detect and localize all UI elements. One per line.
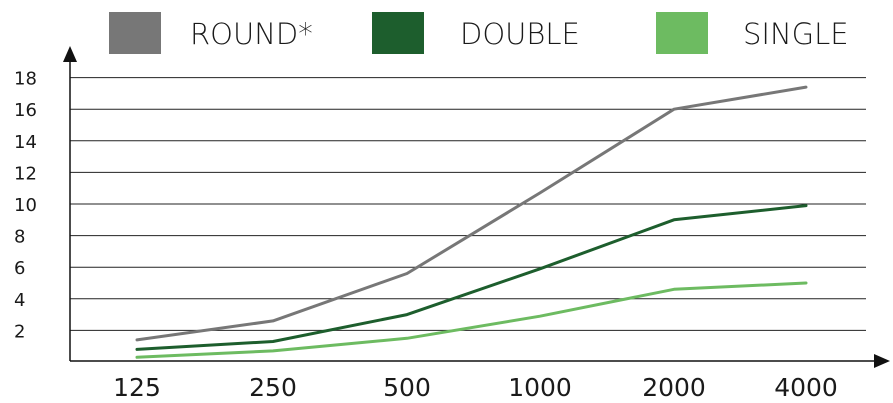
legend-swatch-single (656, 12, 708, 54)
series-line-single (135, 281, 808, 359)
x-tick-label-2000: 2000 (642, 373, 706, 402)
series-lines (135, 85, 808, 359)
x-tick-labels: 125 250 500 1000 2000 4000 (113, 373, 838, 402)
legend: ROUND* DOUBLE SINGLE (109, 12, 849, 54)
y-axis-arrow (63, 46, 77, 62)
legend-label-double: DOUBLE (460, 17, 580, 51)
grid-lines (70, 77, 866, 331)
legend-label-single: SINGLE (743, 17, 849, 51)
series-line-double (135, 204, 808, 351)
y-tick-label-4: 4 (14, 290, 25, 311)
y-tick-label-12: 12 (14, 163, 37, 184)
series-line-round (135, 85, 808, 342)
x-tick-label-1000: 1000 (508, 373, 572, 402)
y-tick-label-16: 16 (14, 100, 37, 121)
x-tick-label-125: 125 (113, 373, 161, 402)
y-tick-label-2: 2 (14, 321, 25, 342)
legend-swatch-double (372, 12, 424, 54)
y-tick-label-14: 14 (14, 132, 37, 153)
y-tick-label-10: 10 (14, 195, 37, 216)
axes (63, 46, 890, 368)
y-tick-labels: 2 4 6 8 10 12 14 16 18 (14, 69, 37, 343)
y-tick-label-8: 8 (14, 227, 25, 248)
x-tick-label-500: 500 (383, 373, 431, 402)
x-tick-label-4000: 4000 (774, 373, 838, 402)
y-tick-label-18: 18 (14, 69, 37, 90)
y-tick-label-6: 6 (14, 258, 25, 279)
legend-label-round: ROUND* (190, 17, 313, 51)
x-tick-label-250: 250 (249, 373, 297, 402)
x-axis-arrow (874, 354, 890, 368)
legend-swatch-round (109, 12, 161, 54)
